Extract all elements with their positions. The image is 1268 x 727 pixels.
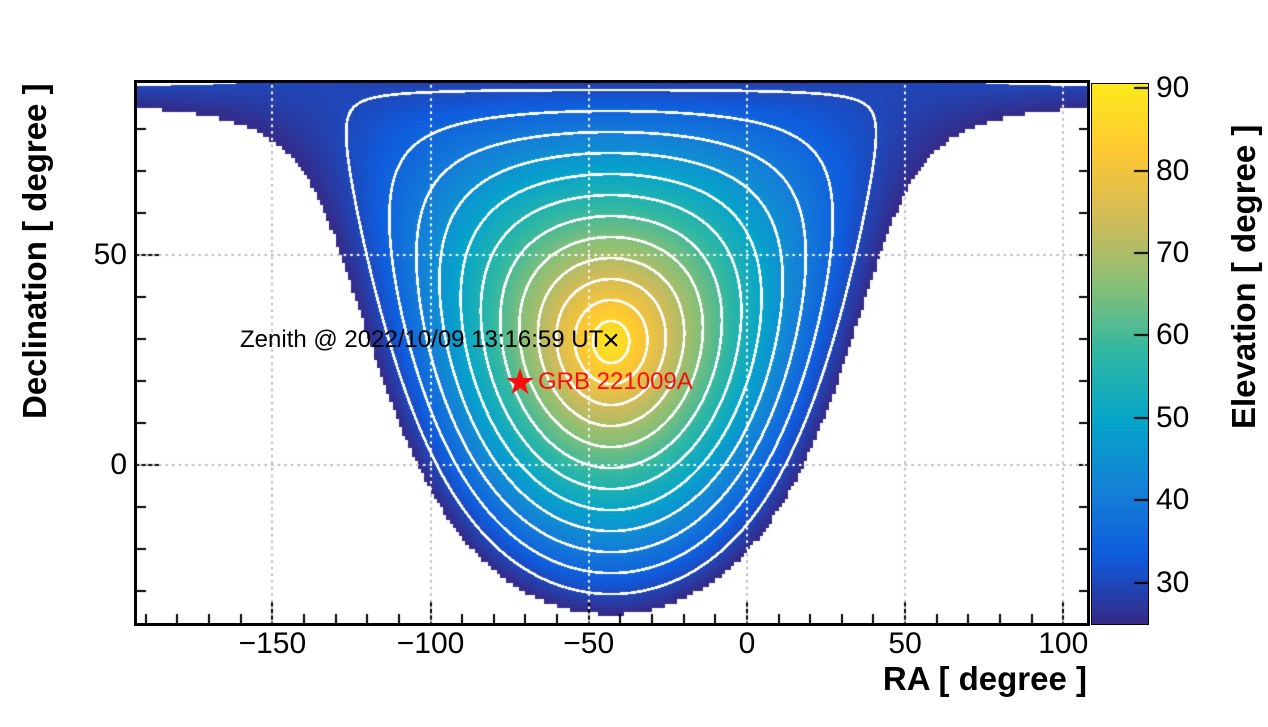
sky-map-canvas [137, 83, 1087, 623]
colorbar-tick-label: 80 [1156, 153, 1190, 187]
color-scale-canvas [1092, 84, 1148, 624]
colorbar-tick-label: 90 [1156, 71, 1190, 105]
x-axis-tick-label: 50 [888, 627, 922, 660]
x-axis-tick-label: −150 [238, 627, 307, 660]
zenith-cross-marker: × [602, 324, 620, 357]
x-axis-tick-label: 100 [1038, 627, 1089, 660]
color-scale-frame [1091, 83, 1149, 625]
x-axis-tick-label: 0 [738, 627, 756, 660]
zenith-annotation: Zenith @ 2022/10/09 13:16:59 UT [240, 326, 604, 353]
colorbar-tick-label: 50 [1156, 400, 1190, 434]
x-axis-tick-label: −50 [563, 627, 615, 660]
colorbar-tick-label: 70 [1156, 236, 1190, 269]
grb-star-icon: ★ [503, 361, 537, 402]
colorbar-tick-label: 30 [1156, 565, 1190, 599]
colorbar-tick-label: 60 [1156, 318, 1190, 352]
x-axis-title: RA [ degree ] [882, 660, 1087, 697]
colorbar-tick-label: 40 [1156, 483, 1190, 517]
plot-frame [134, 80, 1090, 626]
y-axis-tick-label: 0 [110, 448, 127, 482]
x-axis-tick-label: −100 [396, 627, 465, 660]
colorbar-title: Elevation [ degree ] [1225, 124, 1262, 429]
grb-annotation: GRB 221009A [538, 368, 693, 395]
y-axis-tick-label: 50 [93, 238, 127, 272]
